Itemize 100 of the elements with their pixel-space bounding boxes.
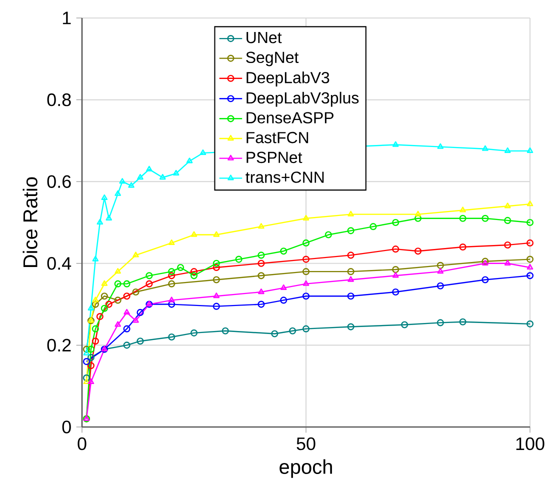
point (401, 321, 408, 328)
legend-label: DenseASPP (246, 112, 334, 124)
point (258, 223, 264, 229)
point (123, 280, 130, 288)
point (87, 346, 94, 353)
point (392, 246, 400, 253)
point (482, 145, 488, 151)
point (392, 288, 400, 296)
point (168, 280, 176, 288)
point (347, 268, 354, 276)
point (124, 308, 130, 315)
point (137, 174, 144, 180)
point (190, 272, 198, 280)
x-tick-label: 0 (78, 437, 86, 450)
point (271, 330, 278, 338)
legend-label: trans+CNN (246, 172, 324, 183)
point (146, 272, 153, 280)
point (414, 248, 422, 255)
point (168, 333, 176, 341)
legend-label: SegNet (246, 52, 299, 66)
point (136, 308, 144, 316)
point (347, 227, 354, 234)
y-axis-title: Dice Ratio (22, 177, 38, 267)
point (101, 194, 108, 200)
point (100, 304, 108, 312)
point (302, 325, 310, 332)
legend-label: DeepLabV3 (246, 72, 330, 86)
point (92, 325, 99, 332)
point (172, 170, 180, 176)
point (437, 268, 444, 274)
point (123, 325, 130, 332)
point (160, 174, 166, 180)
point (114, 268, 121, 274)
point (87, 362, 94, 370)
x-tick-label: 50 (296, 437, 316, 450)
point (504, 147, 511, 153)
point (168, 296, 175, 302)
point (392, 272, 399, 278)
point (186, 158, 193, 164)
point (168, 239, 175, 246)
point (414, 214, 422, 222)
y-tick-label: 0 (62, 420, 71, 434)
point (347, 323, 354, 330)
point (302, 292, 310, 300)
point (96, 313, 104, 320)
point (302, 268, 310, 276)
point (146, 166, 152, 172)
point (504, 241, 512, 249)
point (212, 264, 220, 272)
point (414, 210, 422, 216)
point (114, 280, 122, 288)
point (302, 214, 310, 220)
point (212, 260, 220, 267)
point (504, 216, 512, 224)
point (119, 178, 126, 184)
y-tick-label: 0.8 (47, 93, 71, 106)
point (190, 231, 198, 237)
point (114, 190, 121, 196)
point (222, 327, 229, 334)
point (123, 292, 130, 300)
legend-label: UNet (246, 32, 282, 44)
point (258, 260, 265, 267)
point (459, 243, 466, 251)
point (136, 338, 144, 345)
point (392, 266, 400, 274)
point (258, 300, 265, 308)
point (92, 256, 99, 262)
x-tick-label: 100 (516, 437, 544, 450)
point (168, 268, 176, 276)
point (88, 304, 94, 310)
point (436, 319, 444, 326)
legend-label: DeepLabV3plus (246, 92, 359, 107)
point (280, 296, 288, 304)
legend-label: FastFCN (246, 132, 308, 144)
point (96, 218, 104, 225)
point (482, 276, 489, 284)
point (213, 292, 220, 298)
point (146, 280, 153, 288)
point (132, 252, 139, 258)
point (114, 321, 121, 327)
point (88, 378, 94, 384)
point (101, 280, 108, 286)
point (100, 292, 108, 300)
point (370, 223, 377, 230)
point (280, 248, 288, 255)
point (280, 284, 287, 290)
point (348, 276, 354, 282)
point (258, 252, 265, 259)
point (212, 276, 220, 284)
y-tick-label: 0.4 (47, 257, 72, 270)
point (324, 231, 332, 238)
point (347, 252, 354, 259)
point (92, 300, 99, 308)
point (302, 256, 310, 263)
point (132, 317, 139, 323)
point (177, 264, 184, 272)
legend-label: PSPNet (246, 152, 302, 164)
y-tick-label: 1 (62, 12, 71, 24)
point (190, 268, 198, 276)
point (482, 214, 489, 222)
